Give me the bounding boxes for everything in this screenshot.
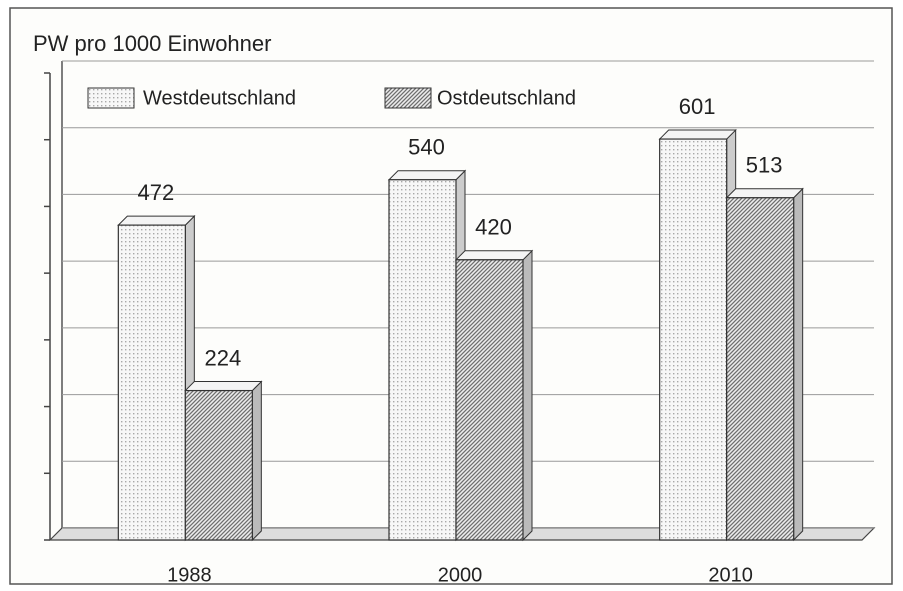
data-label: 420	[475, 215, 512, 240]
data-label: 601	[679, 94, 716, 119]
legend-label: Ostdeutschland	[437, 87, 576, 109]
legend-label: Westdeutschland	[143, 87, 296, 109]
bar	[117, 224, 186, 541]
bar-side	[522, 249, 533, 542]
data-label: 472	[137, 180, 174, 205]
bar	[388, 179, 457, 541]
bar-side	[251, 380, 262, 542]
data-label: 224	[204, 345, 241, 370]
bar	[184, 389, 253, 541]
x-tick-label: 2010	[708, 564, 753, 586]
bar-side	[793, 187, 804, 542]
chart-title: PW pro 1000 Einwohner	[33, 31, 271, 56]
data-label: 540	[408, 135, 445, 160]
bar-top	[117, 215, 196, 226]
bar-top	[184, 381, 263, 392]
bar-top	[454, 250, 534, 261]
x-tick-label: 1988	[167, 564, 212, 586]
legend-swatch	[384, 87, 432, 109]
bar	[455, 259, 524, 541]
bar-top	[658, 129, 737, 140]
bar-top	[387, 170, 467, 181]
data-label: 513	[746, 153, 783, 178]
x-tick-label: 2000	[438, 564, 483, 586]
bar	[659, 138, 728, 541]
bar	[726, 197, 795, 541]
bar-top	[725, 188, 804, 199]
legend-swatch	[87, 87, 135, 109]
